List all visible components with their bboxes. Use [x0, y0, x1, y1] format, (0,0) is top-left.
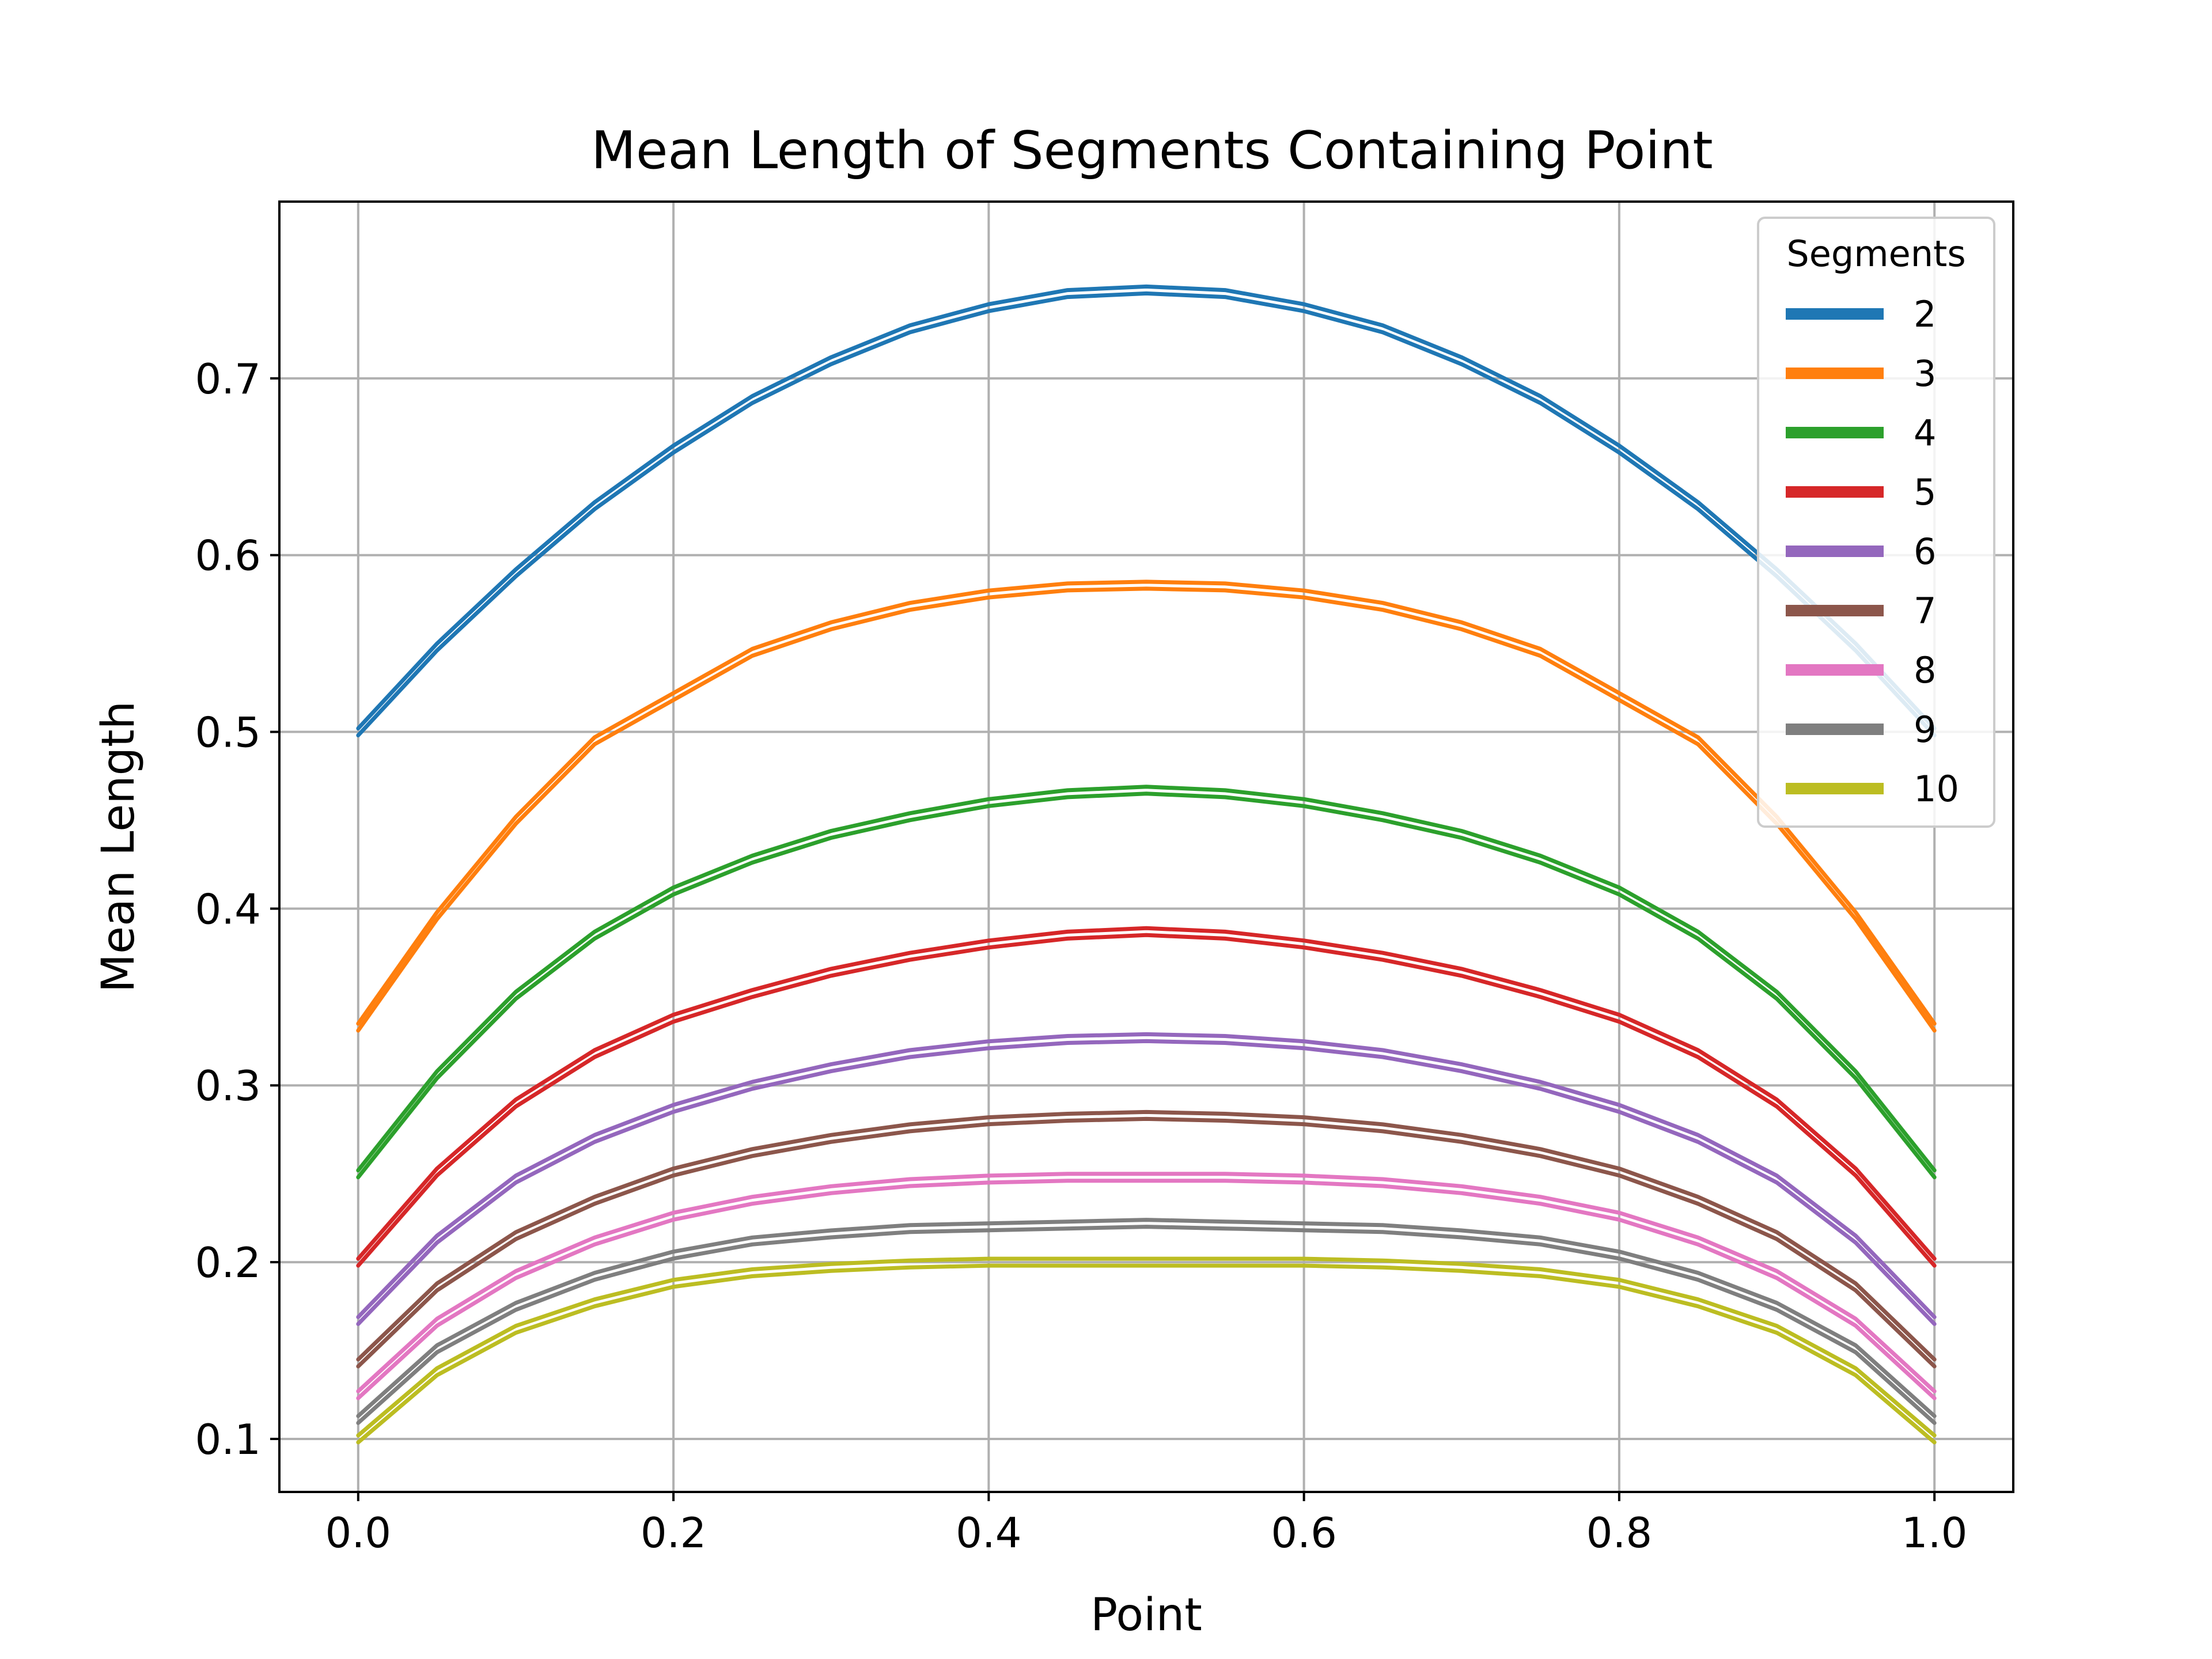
- x-tick-label: 0.0: [325, 1509, 392, 1557]
- legend-item-4: 4: [1786, 412, 1936, 454]
- y-tick-label: 0.3: [195, 1062, 261, 1110]
- y-tick-label: 0.5: [195, 709, 261, 757]
- legend-title: Segments: [1786, 233, 1965, 275]
- legend-item-8: 8: [1786, 649, 1936, 691]
- legend-item-7: 7: [1786, 590, 1936, 632]
- y-tick-label: 0.1: [195, 1415, 261, 1464]
- grid-lines: [279, 202, 2013, 1492]
- series-4-line: [356, 785, 1937, 1180]
- legend-label: 7: [1914, 590, 1936, 632]
- legend-label: 3: [1914, 353, 1936, 395]
- y-tick-label: 0.2: [195, 1238, 261, 1287]
- legend-item-6: 6: [1786, 531, 1936, 573]
- legend-label: 6: [1914, 531, 1936, 573]
- series-3-line: [356, 579, 1937, 1033]
- legend-item-10: 10: [1786, 768, 1959, 810]
- series-6-line: [356, 1032, 1937, 1326]
- y-tick-label: 0.7: [195, 355, 261, 403]
- series-2-line: [356, 284, 1937, 737]
- x-axis: 0.0 0.2 0.4 0.6 0.8 1.0: [325, 1492, 1968, 1557]
- legend-label: 9: [1914, 709, 1936, 751]
- series-5-line: [356, 926, 1937, 1268]
- series-8-line: [356, 1172, 1937, 1400]
- series-2-stroke: [356, 291, 1937, 737]
- legend-item-3: 3: [1786, 353, 1936, 395]
- series-5-stroke: [356, 926, 1937, 1261]
- x-tick-label: 0.2: [641, 1509, 707, 1557]
- legend-item-2: 2: [1786, 293, 1936, 335]
- series-3-stroke: [356, 586, 1937, 1033]
- y-axis: 0.1 0.2 0.3 0.4 0.5 0.6 0.7: [195, 355, 279, 1464]
- legend-label: 2: [1914, 293, 1936, 335]
- legend-item-9: 9: [1786, 709, 1936, 751]
- series-8-stroke: [356, 1179, 1937, 1400]
- series-3-stroke: [356, 579, 1937, 1026]
- legend-label: 10: [1914, 768, 1959, 810]
- series-10-line: [356, 1256, 1937, 1445]
- series-9-line: [356, 1218, 1937, 1425]
- x-axis-label: Point: [1090, 1589, 1202, 1641]
- chart-title: Mean Length of Segments Containing Point: [591, 120, 1713, 181]
- series-4-stroke: [356, 791, 1937, 1180]
- series-9-stroke: [356, 1218, 1937, 1418]
- plot-area-frame: [278, 200, 2014, 1493]
- series-5-stroke: [356, 933, 1937, 1268]
- x-tick-label: 0.8: [1586, 1509, 1653, 1557]
- series-7-stroke: [356, 1116, 1937, 1369]
- series-2-stroke: [356, 284, 1937, 730]
- series-6-stroke: [356, 1032, 1937, 1319]
- series-4-stroke: [356, 785, 1937, 1173]
- series-7-stroke: [356, 1109, 1937, 1362]
- series-8-stroke: [356, 1172, 1937, 1393]
- legend-label: 4: [1914, 412, 1936, 454]
- x-tick-label: 1.0: [1902, 1509, 1968, 1557]
- y-axis-label: Mean Length: [93, 701, 145, 993]
- y-tick-label: 0.6: [195, 532, 261, 580]
- legend-label: 8: [1914, 649, 1936, 691]
- series-lines: [356, 284, 1937, 1445]
- x-tick-label: 0.6: [1271, 1509, 1337, 1557]
- series-10-stroke: [356, 1256, 1937, 1438]
- y-tick-label: 0.4: [195, 885, 261, 933]
- legend-item-5: 5: [1786, 471, 1936, 513]
- series-9-stroke: [356, 1225, 1937, 1425]
- legend-label: 5: [1914, 471, 1936, 513]
- x-tick-label: 0.4: [956, 1509, 1022, 1557]
- series-6-stroke: [356, 1039, 1937, 1326]
- series-7-line: [356, 1109, 1937, 1369]
- legend: Segments 2 3 4 5 6 7 8 9 10: [1757, 217, 1995, 828]
- series-10-stroke: [356, 1263, 1937, 1445]
